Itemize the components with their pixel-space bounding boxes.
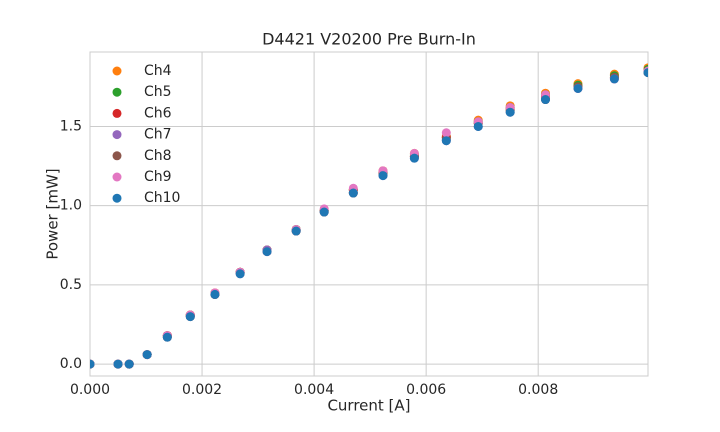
x-axis-label: Current [A] (327, 397, 410, 415)
point (378, 171, 388, 181)
point (142, 350, 152, 360)
point (113, 359, 123, 369)
plot-frame (89, 51, 649, 377)
point (90, 359, 95, 369)
legend-marker (112, 108, 122, 118)
point (262, 247, 272, 257)
point (609, 74, 619, 84)
x-tick-label: 0.000 (70, 382, 110, 398)
point (235, 269, 245, 279)
y-tick-label: 0.5 (60, 277, 82, 293)
legend-marker (112, 172, 122, 182)
legend: Ch4 Ch5 Ch6 Ch7 Ch8 Ch9 Ch10 (112, 63, 180, 206)
legend-label: Ch8 (144, 148, 172, 164)
point (210, 289, 220, 299)
point (540, 95, 550, 105)
legend-label: Ch5 (144, 84, 172, 100)
point (473, 121, 483, 131)
point (124, 359, 134, 369)
x-tick-label: 0.008 (518, 382, 558, 398)
point (185, 312, 195, 322)
point (319, 207, 329, 217)
y-axis-label: Power [mW] (44, 168, 62, 259)
legend-marker (112, 151, 122, 161)
y-tick-label: 1.5 (60, 118, 82, 134)
point (441, 128, 451, 138)
legend-label: Ch6 (144, 105, 172, 121)
legend-marker (112, 87, 122, 97)
legend-label: Ch10 (144, 190, 180, 206)
y-tick-label: 1.0 (60, 198, 82, 214)
point (643, 68, 648, 78)
point (348, 188, 358, 198)
legend-marker (112, 130, 122, 140)
grid (89, 52, 648, 376)
x-tick-label: 0.006 (406, 382, 446, 398)
legend-label: Ch7 (144, 127, 172, 143)
x-tick-label: 0.002 (182, 382, 222, 398)
point (162, 332, 172, 342)
legend-label: Ch4 (144, 63, 172, 79)
legend-marker (112, 66, 122, 76)
point (441, 136, 451, 146)
points (90, 63, 648, 369)
point (409, 153, 419, 163)
point (505, 107, 515, 117)
legend-marker (112, 193, 122, 203)
point (291, 226, 301, 236)
point (573, 83, 583, 93)
x-tick-label: 0.004 (294, 382, 334, 398)
chart-title: D4421 V20200 Pre Burn-In (262, 30, 476, 49)
y-tick-label: 0.0 (60, 356, 82, 372)
legend-label: Ch9 (144, 169, 172, 185)
